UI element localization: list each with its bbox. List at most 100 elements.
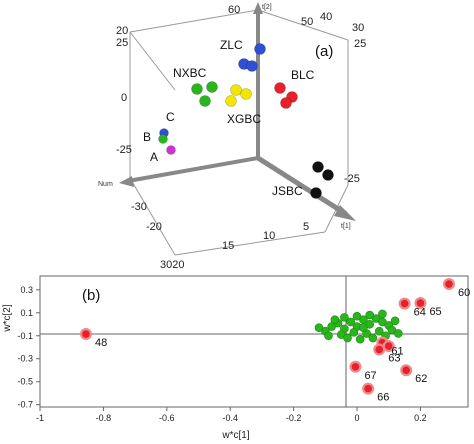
xgbc-point (240, 88, 252, 100)
tick-label: 15 (222, 240, 234, 252)
highlighted-point (400, 299, 409, 308)
point-label: 67 (364, 370, 376, 382)
tick-label: 60 (228, 4, 240, 16)
x-tick-label: -0.2 (286, 413, 302, 423)
y-tick-label: -0.3 (17, 354, 33, 364)
loading-point (390, 316, 400, 326)
jsbc-point (322, 169, 334, 181)
tick-label: -25 (344, 173, 360, 185)
tick-label: -25 (116, 144, 132, 156)
nxbc-point (191, 83, 203, 95)
highlighted-point (375, 345, 384, 354)
xgbc-point (230, 84, 242, 96)
y-tick-label: 0.3 (20, 285, 33, 295)
jsbc-point (312, 161, 324, 173)
loading-point (349, 328, 359, 337)
t2-axis-label: t[2] (262, 4, 272, 11)
panel-b-label: (b) (82, 287, 100, 304)
t1-axis-arrowhead (334, 205, 356, 221)
highlighted-point (384, 342, 393, 350)
highlighted-point (416, 299, 425, 307)
x-tick-label: -1 (36, 413, 44, 423)
jsbc-point (310, 187, 322, 199)
box-edge (174, 231, 326, 256)
y-tick-label: -0.1 (17, 331, 33, 341)
x-tick-label: -0.4 (222, 413, 238, 423)
y-ticks: 0.3 0.1 -0.1 -0.3 -0.5 -0.7 (17, 285, 40, 410)
blc-point (280, 97, 292, 109)
t1-axis (256, 155, 348, 217)
panel-a-points (158, 43, 334, 199)
highlighted-point (351, 362, 360, 371)
num-axis-label: Num (98, 181, 113, 188)
point-label: 48 (95, 337, 107, 349)
panel-a-box (129, 9, 349, 256)
tick-label: -30 (131, 201, 147, 213)
zlc-point (246, 60, 258, 72)
box-edge (129, 9, 259, 33)
panel-a-ticks: 20 25 0 -25 30 25 -25 60 50 40 -30 -20 1… (116, 4, 366, 271)
loading-point (393, 329, 403, 338)
y-tick-label: -0.5 (17, 377, 33, 387)
group-label-blc: BLC (291, 68, 315, 82)
box-edge (129, 177, 176, 256)
x-tick-label: -0.6 (159, 413, 175, 423)
group-label-nxbc: NXBC (173, 66, 207, 80)
loading-point (355, 334, 365, 344)
loading-point (368, 333, 378, 343)
loading-point (330, 315, 340, 324)
x-tick-label: -0.8 (96, 413, 112, 423)
x-tick-label: 0 (355, 413, 360, 423)
a-point (166, 145, 176, 155)
point-label: 60 (458, 287, 470, 299)
panel-a-label: (a) (315, 43, 333, 60)
num-axis (127, 156, 259, 183)
tick-label: 20 (116, 25, 128, 37)
group-label-c: C (166, 110, 175, 124)
t1-axis-label: t[1] (341, 223, 351, 230)
point-label: 62 (415, 373, 427, 385)
panel-b: -1 -0.8 -0.6 -0.4 -0.2 0 0.2 0.3 0.1 -0.1 -0.3 -0.… (2, 275, 470, 441)
b-point (158, 134, 168, 144)
point-label: 65 (429, 306, 441, 318)
panel-a-group-labels: ZLC NXBC XGBC BLC JSBC A B C (a) (143, 38, 333, 198)
loading-point (365, 310, 375, 320)
loading-point (352, 311, 362, 321)
highlighted-point (445, 280, 453, 288)
point-label: 64 (414, 307, 426, 319)
tick-label: 25 (354, 38, 366, 50)
loading-point (359, 323, 368, 333)
loading-point (378, 309, 387, 319)
loading-point (340, 313, 349, 322)
highlighted-point (82, 330, 90, 338)
group-label-jsbc: JSBC (272, 184, 303, 198)
box-edge (257, 9, 349, 41)
x-tick-label: 0.2 (414, 413, 427, 423)
highlighted-point (402, 366, 410, 375)
blc-point (274, 82, 286, 94)
num-axis-arrowhead (119, 176, 134, 187)
group-label-xgbc: XGBC (227, 112, 261, 126)
zlc-point (254, 43, 266, 55)
xgbc-point (225, 95, 237, 107)
loading-point (324, 331, 333, 341)
tick-label: 50 (301, 16, 313, 28)
group-label-b: B (143, 130, 151, 144)
tick-label: 25 (116, 37, 128, 49)
nxbc-point (206, 81, 218, 93)
t2-axis-arrowhead (253, 2, 263, 14)
highlighted-points (79, 278, 455, 395)
loading-point (343, 333, 352, 343)
panel-b-plot-area (39, 275, 469, 408)
nxbc-point (199, 95, 211, 107)
group-label-a: A (150, 150, 158, 164)
tick-label: -20 (146, 221, 162, 233)
loading-point (374, 326, 384, 336)
y-axis-label: w*c[2] (2, 304, 13, 332)
x-ticks: -1 -0.8 -0.6 -0.4 -0.2 0 0.2 (36, 407, 427, 423)
point-label: 63 (388, 353, 400, 365)
tick-label: 3020 (160, 259, 184, 271)
loading-point (346, 317, 355, 327)
